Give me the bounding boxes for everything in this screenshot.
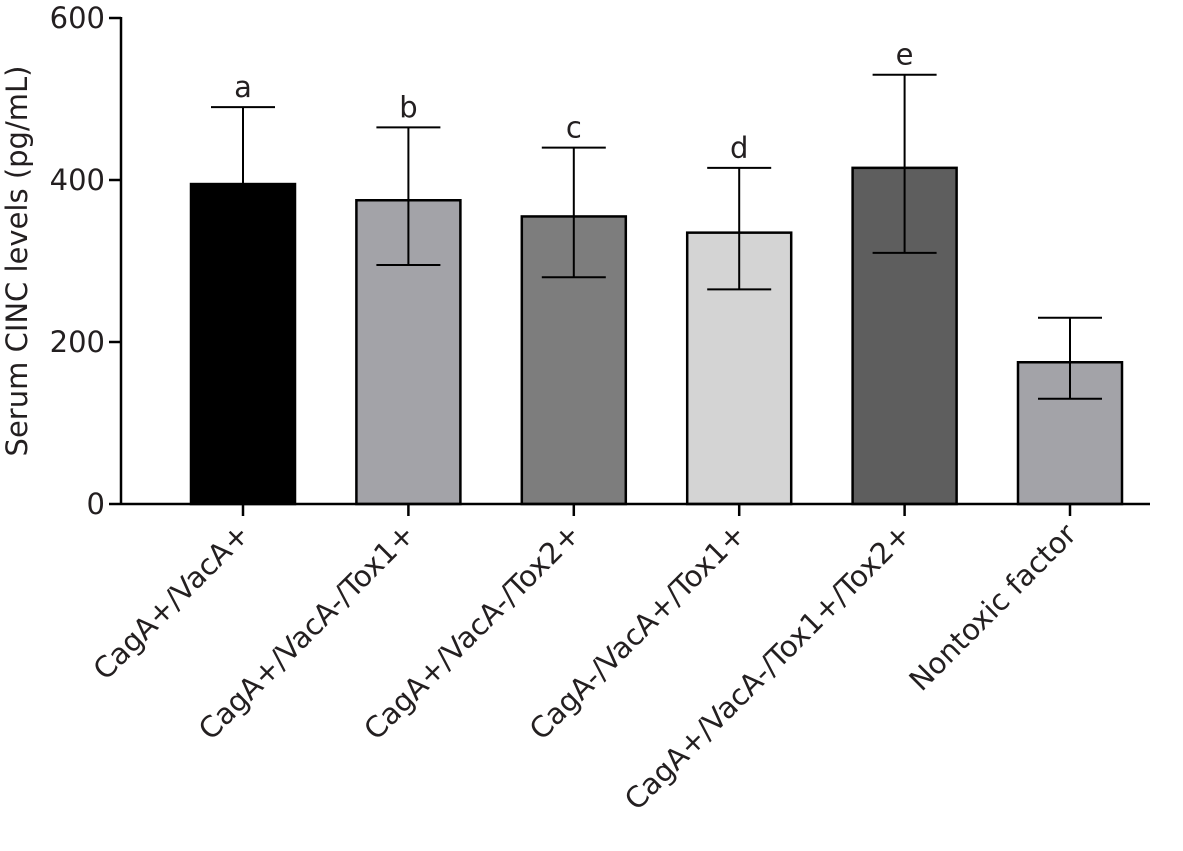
bars-layer <box>189 166 1124 506</box>
y-axis-label: Serum CINC levels (pg/mL) <box>0 66 34 457</box>
bar <box>189 182 297 506</box>
x-tick-label: CagA+/VacA+ <box>86 517 256 687</box>
x-tick-label: Nontoxic factor <box>902 517 1083 698</box>
significance-label: a <box>234 70 252 104</box>
significance-label: c <box>566 111 582 145</box>
x-tick-label: CagA+/VacA-/Tox1+/Tox2+ <box>618 517 918 817</box>
y-tick-label: 0 <box>87 487 105 521</box>
y-tick-label: 600 <box>50 1 105 35</box>
y-tick-label: 200 <box>50 325 105 359</box>
significance-label: b <box>399 90 417 124</box>
significance-label: e <box>896 38 914 72</box>
significance-label: d <box>730 131 748 165</box>
y-tick-label: 400 <box>50 163 105 197</box>
axes-layer <box>109 16 1150 516</box>
error-bars-layer <box>211 73 1102 400</box>
